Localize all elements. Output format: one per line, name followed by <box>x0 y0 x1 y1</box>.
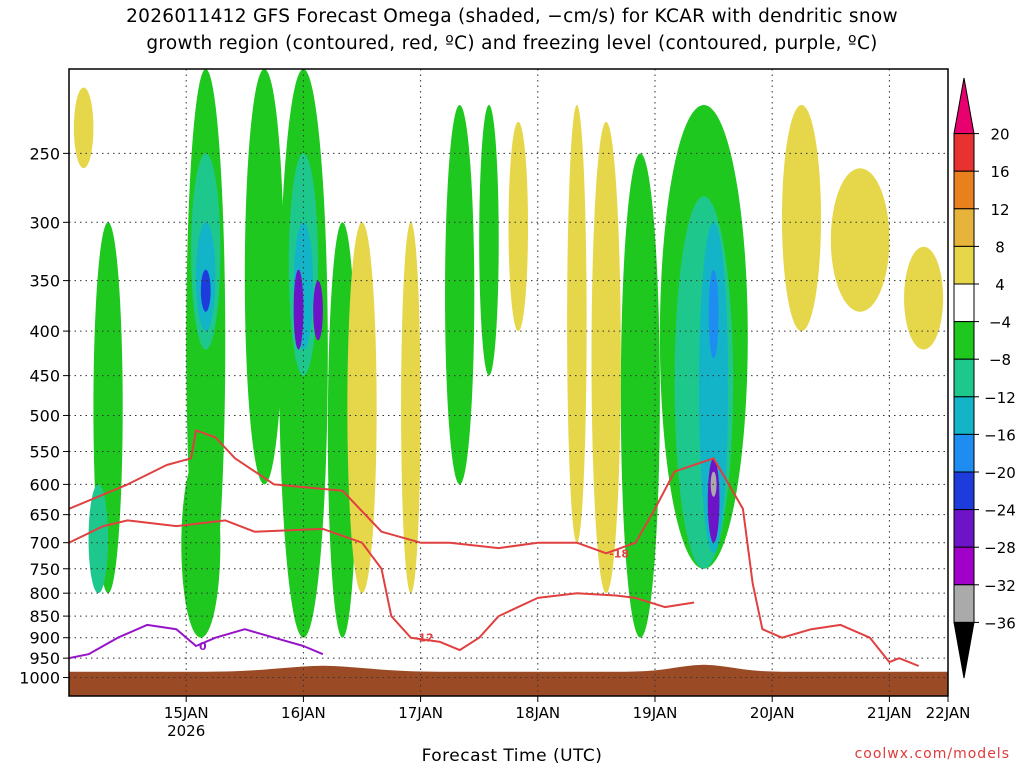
colorbar-label: 16 <box>990 163 1009 181</box>
colorbar-label: −4 <box>989 314 1011 332</box>
x-tick-label: 19JAN <box>633 704 678 722</box>
y-tick-label: 700 <box>29 534 60 553</box>
contour--12 <box>69 519 695 652</box>
omega-area-weak_sink <box>781 105 822 332</box>
colorbar-swatch <box>953 471 975 511</box>
colorbar-bottom-arrow <box>953 621 975 679</box>
omega-area-very_strong_rise <box>200 269 211 312</box>
colorbar-label: −16 <box>984 426 1016 444</box>
y-tick-label: 350 <box>29 272 60 291</box>
freezing-level-contour <box>69 623 324 660</box>
omega-area-weak_sink <box>830 168 890 312</box>
y-tick-label: 600 <box>29 475 60 494</box>
omega-area-weak_sink <box>904 246 944 350</box>
omega-area-rise <box>88 484 109 594</box>
chart-title-line2: growth region (contoured, red, ºC) and f… <box>146 33 878 54</box>
omega-area-weak_sink <box>347 222 377 594</box>
omega-area-very_strong_rise <box>313 280 323 341</box>
colorbar-swatch <box>953 396 975 435</box>
omega-area-weak_sink <box>401 222 421 594</box>
x-tick-sublabel: 2026 <box>167 722 205 740</box>
colorbar-label: −20 <box>984 464 1016 482</box>
omega-area-very_strong_rise <box>293 269 304 350</box>
x-tick-label: 16JAN <box>281 704 326 722</box>
x-tick-label: 17JAN <box>398 704 443 722</box>
colorbar-swatch <box>953 546 975 586</box>
x-tick-label: 15JAN <box>164 704 209 722</box>
colorbar-label: −24 <box>984 502 1016 520</box>
omega-area-weak_rise <box>479 105 499 376</box>
colorbar-label: 8 <box>995 238 1005 256</box>
colorbar-label: −36 <box>984 614 1016 632</box>
chart-title-line1: 2026011412 GFS Forecast Omega (shaded, −… <box>126 6 898 27</box>
y-tick-label: 950 <box>29 649 60 668</box>
omega-shading <box>73 69 944 638</box>
temperature-contours: -12 -18 0 <box>69 429 920 667</box>
y-tick-label: 750 <box>29 560 60 579</box>
colorbar-label: 12 <box>990 201 1009 219</box>
colorbar-top-arrow <box>953 77 975 135</box>
colorbar-swatch <box>953 133 975 172</box>
omega-area-weak_rise <box>620 153 660 638</box>
colorbar-swatch <box>953 509 975 548</box>
colorbar-swatch <box>953 283 975 323</box>
freezing-level-contour-label: 0 <box>199 640 207 653</box>
y-tick-label: 550 <box>29 443 60 462</box>
colorbar-label: −28 <box>984 539 1016 557</box>
y-tick-label: 400 <box>29 322 60 341</box>
omega-area-weak_rise <box>445 105 475 485</box>
omega-area-weak_rise <box>181 451 221 638</box>
credit-link[interactable]: coolwx.com/models <box>854 746 1010 762</box>
colorbar-swatch <box>953 245 975 285</box>
x-tick-label: 18JAN <box>515 704 560 722</box>
omega-area-weak_sink <box>567 105 587 543</box>
y-tick-label: 250 <box>29 144 60 163</box>
plot-frame <box>68 68 949 697</box>
colorbar-label: −32 <box>984 577 1016 595</box>
colorbar-swatch <box>953 170 975 210</box>
colorbar-swatch <box>953 321 975 360</box>
grid-lines <box>69 69 948 696</box>
y-tick-label: 450 <box>29 367 60 386</box>
omega-area-weak_rise <box>244 69 284 485</box>
omega-area-weak_sink <box>508 121 529 332</box>
terrain <box>69 664 948 696</box>
y-tick-label: 650 <box>29 506 60 525</box>
contour--12-label: -12 <box>414 632 434 645</box>
colorbar-label: 20 <box>990 126 1009 144</box>
y-axis-ticks: 250 300 350 400 450 500 550 600 650 700 750 800 850 9… <box>19 144 69 688</box>
y-tick-label: 900 <box>29 629 60 648</box>
x-axis-label: Forecast Time (UTC) <box>421 746 603 766</box>
colorbar-label: −12 <box>984 389 1016 407</box>
omega-area-very_strong_rise <box>708 269 719 359</box>
x-tick-label: 20JAN <box>750 704 795 722</box>
contour--18 <box>69 429 920 667</box>
colorbar-swatch <box>953 584 975 623</box>
omega-area-extreme_rise <box>707 458 720 543</box>
colorbar-legend: 20 16 12 8 4 −4 −8 −12 −16 −20 −24 −28 −32 −36 <box>953 77 1016 679</box>
plot-border <box>68 68 949 697</box>
terrain-fill <box>69 664 948 696</box>
contour--18-label: -18 <box>609 547 629 560</box>
omega-area-weak_sink <box>73 87 94 169</box>
x-tick-label: 21JAN <box>867 704 912 722</box>
colorbar-swatch <box>953 208 975 247</box>
y-tick-label: 300 <box>29 213 60 232</box>
y-tick-label: 850 <box>29 607 60 626</box>
colorbar-swatch <box>953 358 975 398</box>
y-tick-label: 800 <box>29 584 60 603</box>
colorbar-label: −8 <box>989 351 1011 369</box>
omega-area-weak_sink <box>591 121 621 594</box>
y-tick-label: 1000 <box>19 669 60 688</box>
colorbar-swatch <box>953 433 975 473</box>
y-tick-label: 500 <box>29 406 60 425</box>
x-tick-label: 22JAN <box>926 704 971 722</box>
colorbar-label: 4 <box>995 276 1005 294</box>
